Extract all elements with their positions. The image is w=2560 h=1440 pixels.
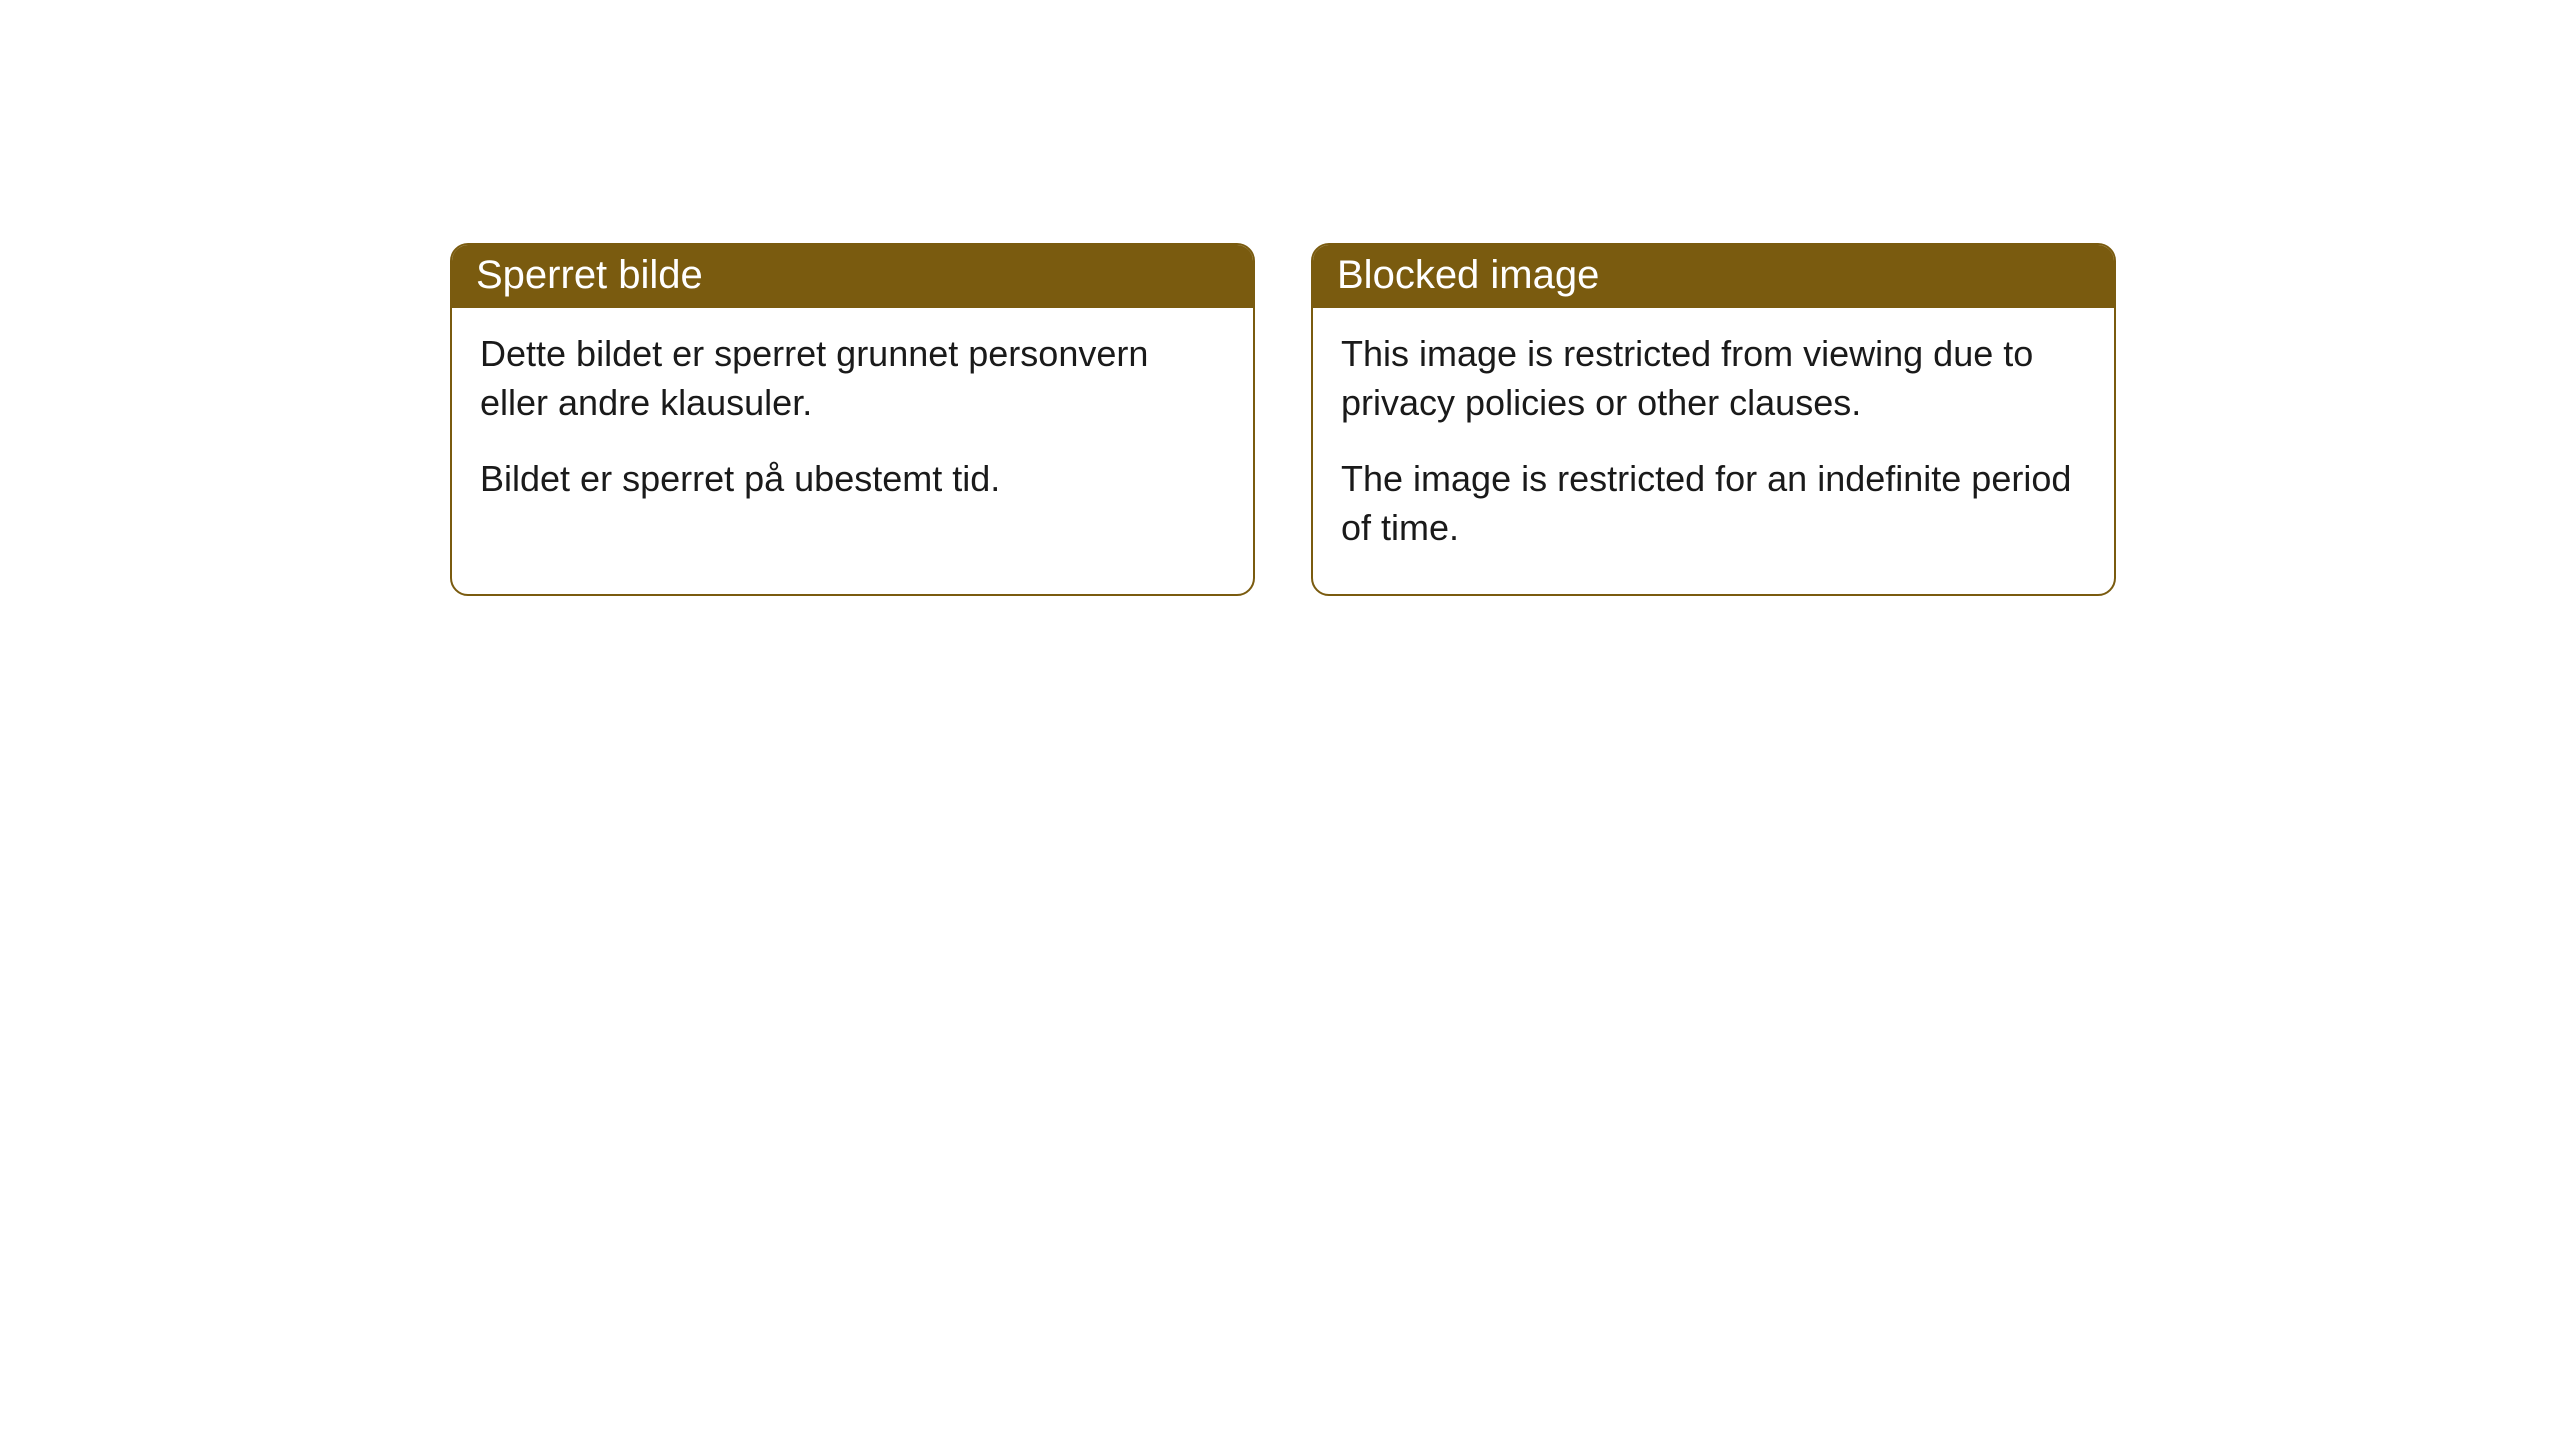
card-header-no: Sperret bilde	[452, 245, 1253, 308]
card-paragraph-no-2: Bildet er sperret på ubestemt tid.	[480, 455, 1225, 504]
card-body-no: Dette bildet er sperret grunnet personve…	[452, 308, 1253, 546]
card-title-no: Sperret bilde	[476, 253, 703, 297]
blocked-image-card-no: Sperret bilde Dette bildet er sperret gr…	[450, 243, 1255, 596]
blocked-image-card-en: Blocked image This image is restricted f…	[1311, 243, 2116, 596]
card-title-en: Blocked image	[1337, 253, 1599, 297]
notice-container: Sperret bilde Dette bildet er sperret gr…	[0, 0, 2560, 596]
card-paragraph-en-1: This image is restricted from viewing du…	[1341, 330, 2086, 427]
card-header-en: Blocked image	[1313, 245, 2114, 308]
card-paragraph-en-2: The image is restricted for an indefinit…	[1341, 455, 2086, 552]
card-body-en: This image is restricted from viewing du…	[1313, 308, 2114, 594]
card-paragraph-no-1: Dette bildet er sperret grunnet personve…	[480, 330, 1225, 427]
